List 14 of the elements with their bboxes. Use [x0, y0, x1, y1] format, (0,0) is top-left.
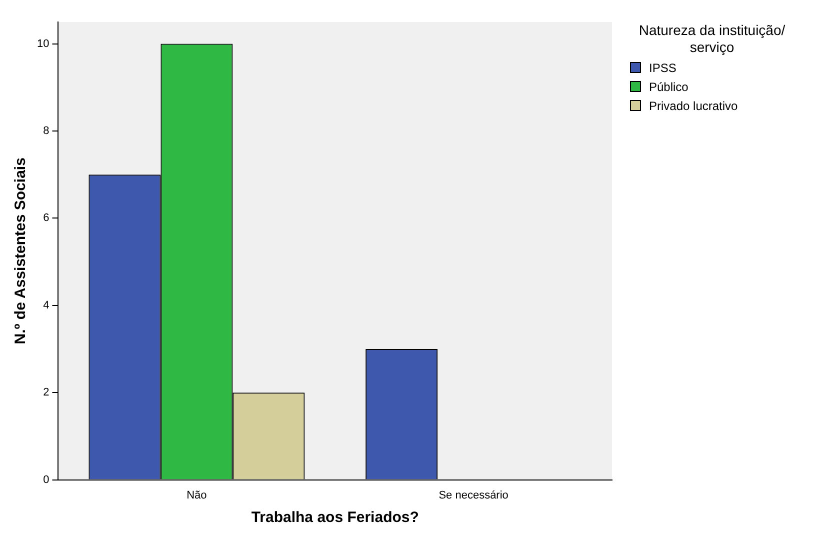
y-tick-label: 4 [43, 299, 50, 312]
y-axis-title: N.º de Assistentes Sociais [12, 158, 30, 344]
x-tick-label: Não [186, 489, 207, 502]
legend-label: Privado lucrativo [649, 98, 738, 112]
y-tick-label: 8 [43, 125, 50, 138]
y-tick-label: 10 [36, 38, 50, 50]
legend-title: Natureza da instituição/ serviço [638, 22, 786, 56]
x-tick-label: Se necessário [438, 489, 508, 502]
y-tick-label: 0 [43, 474, 50, 486]
legend-label: IPSS [649, 60, 676, 74]
y-tick-label: 2 [43, 386, 50, 399]
legend-label: Público [649, 80, 688, 94]
x-axis-title: Trabalha aos Feriados? [251, 509, 419, 526]
y-tick-label: 6 [43, 212, 50, 224]
